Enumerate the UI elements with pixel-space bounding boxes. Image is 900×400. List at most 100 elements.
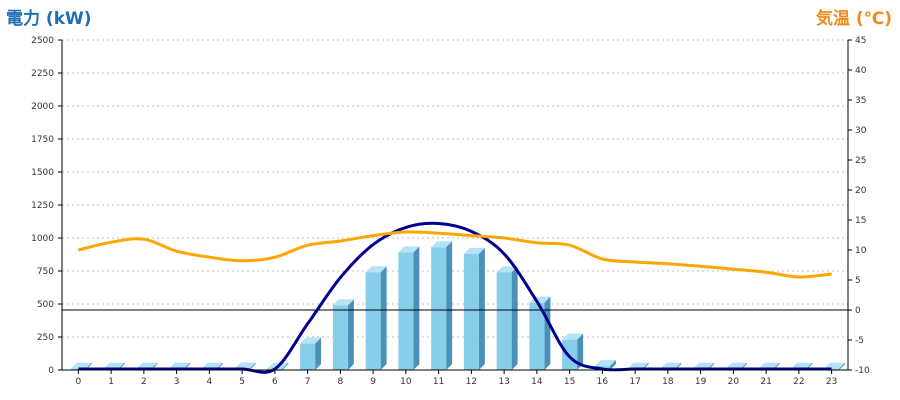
x-tick-label: 23 <box>826 377 837 387</box>
power-bar-top <box>234 362 256 369</box>
power-bar-side <box>413 246 420 370</box>
power-bar-top <box>660 362 682 369</box>
x-tick-label: 4 <box>207 377 213 387</box>
power-bar-face <box>365 272 381 370</box>
power-bar <box>398 246 420 370</box>
power-bar-top <box>201 362 223 369</box>
power-bar-side <box>347 299 354 370</box>
left-tick-label: 2500 <box>31 36 54 46</box>
left-tick-label: 2000 <box>31 102 54 112</box>
power-bar-face <box>496 272 512 370</box>
power-bar-top <box>431 241 453 248</box>
power-bar-top <box>332 299 354 306</box>
power-bar-top <box>463 247 485 254</box>
power-bar-face <box>431 247 447 370</box>
series-lines <box>78 221 832 374</box>
power-bar-top <box>70 362 92 369</box>
tick-labels: 0 250 500 7 5 0 1000 1250 1500 1750 2000 2250 2500 -1… <box>31 36 870 387</box>
power-bar-face <box>529 302 545 370</box>
power-bars <box>70 241 846 370</box>
left-tick-label: 1500 <box>31 168 54 178</box>
power-bar <box>463 247 485 370</box>
power-bar-face <box>463 253 479 370</box>
right-tick-label: 10 <box>855 246 867 256</box>
x-tick-label: 0 <box>76 377 82 387</box>
left-tick-label: 2250 <box>31 69 54 79</box>
right-tick-label: 20 <box>855 186 867 196</box>
power-bar-top <box>169 362 191 369</box>
x-tick-label: 19 <box>695 377 707 387</box>
x-tick-label: 14 <box>531 377 543 387</box>
power-bar <box>332 299 354 370</box>
power-bar-face <box>300 343 316 370</box>
power-bar-top <box>136 362 158 369</box>
right-tick-label: 30 <box>855 126 867 136</box>
power-bar-top <box>758 362 780 369</box>
right-tick-label: 25 <box>855 156 866 166</box>
power-bar-top <box>300 337 322 344</box>
grid-lines <box>62 39 848 338</box>
power-line <box>78 221 832 374</box>
left-tick-label: 500 <box>37 300 54 310</box>
x-tick-label: 3 <box>174 377 180 387</box>
power-bar-top <box>693 362 715 369</box>
right-axis-title: 気温 (℃) <box>815 9 892 29</box>
power-bar-face <box>332 305 348 370</box>
power-bar <box>431 241 453 370</box>
power-bar-side <box>380 266 387 370</box>
power-bar-side <box>315 337 322 370</box>
power-bar-side <box>446 241 453 370</box>
power-bar-top <box>365 266 387 273</box>
x-tick-label: 1 <box>108 377 114 387</box>
power-bar <box>300 337 322 370</box>
power-bar-side <box>478 247 485 370</box>
power-bar-top <box>103 362 125 369</box>
power-bar <box>496 266 518 370</box>
x-tick-label: 9 <box>370 377 376 387</box>
x-tick-label: 7 <box>305 377 311 387</box>
right-tick-label: 15 <box>855 216 866 226</box>
power-bar-top <box>725 362 747 369</box>
right-tick-label: 45 <box>855 36 866 46</box>
x-tick-label: 2 <box>141 377 147 387</box>
power-bar-side <box>577 333 584 370</box>
x-tick-label: 13 <box>498 377 509 387</box>
power-bar-top <box>824 362 846 369</box>
axes <box>58 39 852 374</box>
power-bar-side <box>282 362 289 370</box>
x-tick-label: 22 <box>793 377 804 387</box>
x-tick-label: 12 <box>466 377 477 387</box>
x-tick-label: 11 <box>433 377 444 387</box>
left-tick-label: 1000 <box>31 234 54 244</box>
x-tick-label: 17 <box>629 377 640 387</box>
right-tick-label: -10 <box>855 366 870 376</box>
x-tick-label: 21 <box>760 377 771 387</box>
left-tick-label: 250 <box>37 333 54 343</box>
x-tick-label: 20 <box>728 377 740 387</box>
left-tick-label: 1250 <box>31 201 54 211</box>
power-bar-top <box>594 360 616 367</box>
x-tick-label: 6 <box>272 377 278 387</box>
power-bar-side <box>839 362 846 370</box>
x-tick-label: 16 <box>597 377 609 387</box>
x-tick-label: 18 <box>662 377 674 387</box>
power-bar-top <box>627 362 649 369</box>
x-tick-label: 15 <box>564 377 575 387</box>
right-tick-label: 5 <box>855 276 861 286</box>
power-bar-top <box>496 266 518 273</box>
left-tick-label: 0 <box>48 366 54 376</box>
x-tick-label: 10 <box>400 377 412 387</box>
left-tick-label: 1750 <box>31 135 54 145</box>
power-bar-side <box>544 296 551 370</box>
power-bar <box>365 266 387 370</box>
x-tick-label: 8 <box>338 377 344 387</box>
power-bar-top <box>791 362 813 369</box>
x-tick-label: 5 <box>239 377 245 387</box>
right-tick-label: 40 <box>855 66 867 76</box>
power-bar-side <box>511 266 518 370</box>
temperature-line <box>78 230 832 279</box>
right-tick-label: -5 <box>855 336 864 346</box>
right-tick-label: 35 <box>855 96 866 106</box>
power-bar-face <box>398 252 414 370</box>
